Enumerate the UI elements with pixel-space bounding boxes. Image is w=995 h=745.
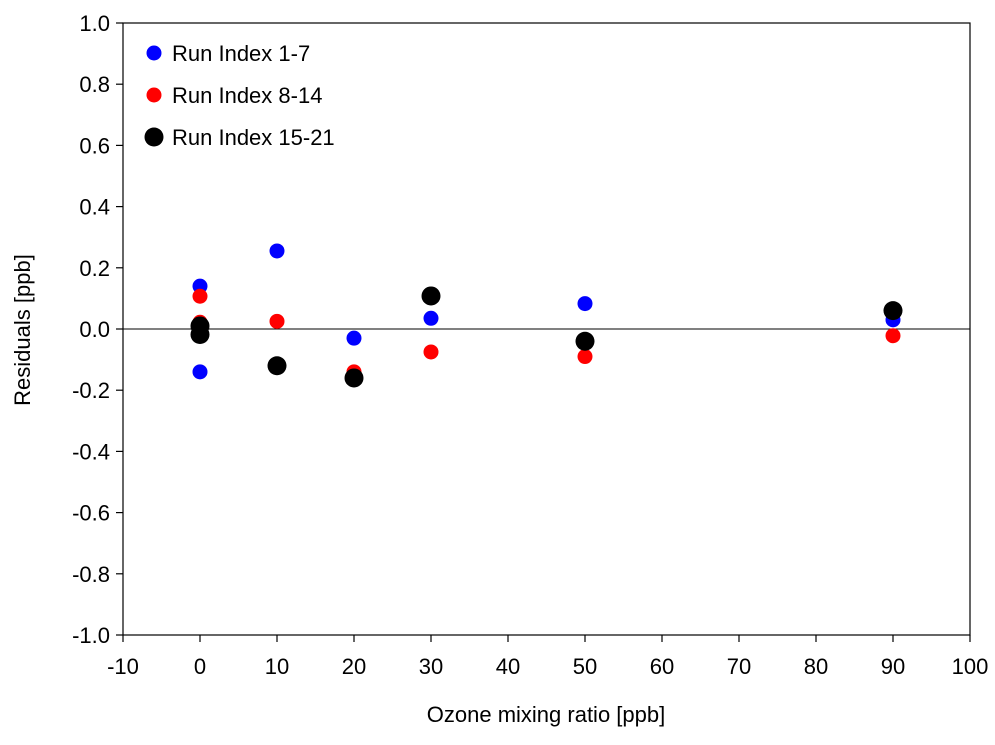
data-point-series-2 (577, 349, 593, 365)
x-tick-label: 80 (804, 654, 828, 679)
x-tick-label: 40 (496, 654, 520, 679)
data-point-series-3 (575, 331, 595, 351)
legend: Run Index 1-7 Run Index 8-14 Run Index 15-… (144, 41, 335, 150)
y-tick-label: -0.4 (72, 439, 110, 464)
x-tick-label: 0 (194, 654, 206, 679)
data-point-series-3 (344, 368, 364, 388)
data-point-series-2 (423, 344, 439, 360)
x-tick-label: 100 (952, 654, 989, 679)
data-point-series-2 (885, 328, 901, 344)
y-tick-label: 0.6 (79, 133, 110, 158)
legend-marker-2 (146, 87, 162, 103)
data-point-series-3 (267, 356, 287, 376)
data-point-series-3 (883, 301, 903, 321)
x-tick-label: 30 (419, 654, 443, 679)
y-tick-label: 0.4 (79, 195, 110, 220)
data-point-series-1 (269, 243, 285, 259)
data-point-series-2 (192, 288, 208, 304)
x-tick-label: 10 (265, 654, 289, 679)
tick-labels-group: -10 0 10 20 30 40 50 60 70 80 90 100 1.0 0.8 0.6 0.4 0.2… (72, 11, 988, 679)
data-point-series-3 (190, 325, 210, 345)
data-point-series-1 (577, 296, 593, 312)
legend-label-1: Run Index 1-7 (172, 41, 310, 66)
x-tick-label: -10 (107, 654, 139, 679)
axes-group (116, 22, 971, 642)
x-tick-label: 90 (881, 654, 905, 679)
x-tick-label: 70 (727, 654, 751, 679)
y-axis-title: Residuals [ppb] (10, 254, 35, 406)
x-tick-label: 60 (650, 654, 674, 679)
x-tick-label: 20 (342, 654, 366, 679)
x-tick-label: 50 (573, 654, 597, 679)
y-tick-label: 0.0 (79, 317, 110, 342)
legend-marker-3 (144, 127, 164, 147)
y-tick-label: -0.2 (72, 378, 110, 403)
y-tick-label: -0.6 (72, 501, 110, 526)
legend-marker-1 (146, 45, 162, 61)
y-tick-label: 1.0 (79, 11, 110, 36)
data-point-series-3 (421, 286, 441, 306)
legend-label-2: Run Index 8-14 (172, 83, 322, 108)
data-points-group (190, 243, 903, 388)
y-tick-label: -0.8 (72, 562, 110, 587)
data-point-series-1 (423, 310, 439, 326)
data-point-series-1 (192, 364, 208, 380)
y-tick-label: 0.8 (79, 72, 110, 97)
y-tick-label: 0.2 (79, 256, 110, 281)
legend-label-3: Run Index 15-21 (172, 125, 335, 150)
data-point-series-2 (269, 313, 285, 329)
x-axis-title: Ozone mixing ratio [ppb] (427, 702, 665, 727)
data-point-series-1 (346, 330, 362, 346)
y-tick-label: -1.0 (72, 623, 110, 648)
